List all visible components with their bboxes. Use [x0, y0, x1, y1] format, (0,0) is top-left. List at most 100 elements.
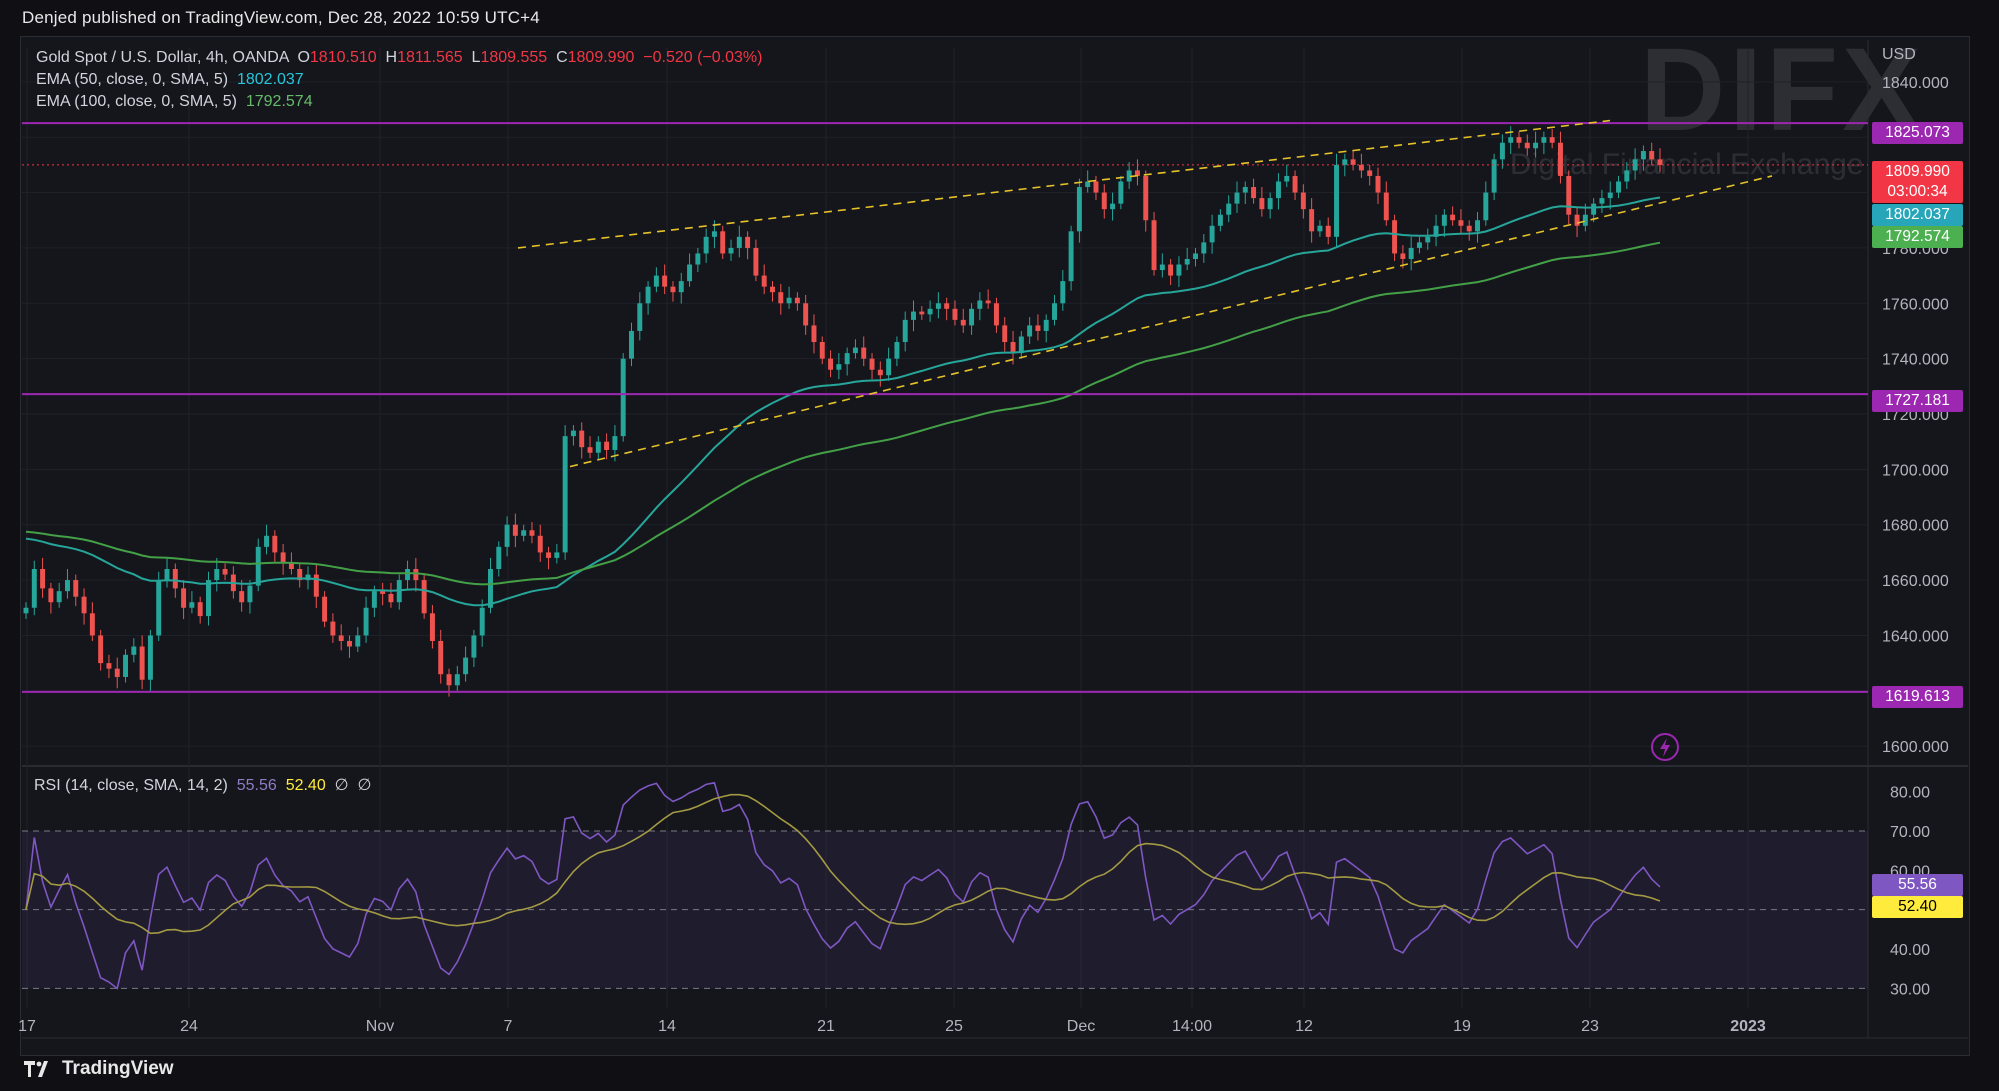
rsi-line	[25, 781, 1661, 990]
price-tick-label: 1680.000	[1882, 518, 1949, 535]
rsi-label: RSI (14, close, SMA, 14, 2)	[34, 777, 228, 794]
candle-body	[239, 591, 245, 603]
candle-body	[1201, 242, 1207, 254]
candle-body	[1566, 175, 1572, 215]
candle-body	[1118, 181, 1124, 204]
candle-body	[355, 635, 361, 647]
low-value: 1809.555	[480, 49, 548, 66]
candle-body	[993, 303, 999, 326]
ema100-row[interactable]: EMA (100, close, 0, SMA, 5) 1792.574	[36, 91, 762, 113]
candle-body	[413, 569, 419, 581]
candle-body	[595, 441, 601, 453]
candle-body	[1226, 203, 1232, 215]
candle-body	[1052, 303, 1057, 320]
time-tick-label: 19	[1453, 1018, 1471, 1035]
candle-body	[944, 303, 950, 309]
candle-body	[1242, 187, 1248, 193]
candle-body	[819, 342, 825, 359]
symbol-label[interactable]: Gold Spot / U.S. Dollar, 4h, OANDA	[36, 49, 289, 66]
rsi-extra-1: ∅	[334, 777, 349, 794]
candle-body	[48, 588, 54, 603]
rsi-value-tag: 55.56	[1872, 874, 1963, 896]
candle-body	[919, 311, 925, 315]
ema50-row[interactable]: EMA (50, close, 0, SMA, 5) 1802.037	[36, 69, 762, 91]
candle-body	[1541, 137, 1547, 143]
candle-body	[297, 569, 303, 581]
candle-body	[512, 524, 518, 536]
rsi-value: 55.56	[236, 777, 277, 794]
close-value: 1809.990	[567, 49, 635, 66]
candle-body	[1640, 151, 1646, 160]
ema100-value: 1792.574	[245, 93, 313, 110]
candle-body	[1110, 203, 1116, 210]
price-tick-label: 1760.000	[1882, 296, 1949, 313]
candle-body	[1043, 319, 1049, 331]
candle-body	[745, 236, 751, 248]
candle-body	[1060, 281, 1066, 304]
candle-body	[288, 563, 294, 570]
candle-body	[562, 436, 568, 553]
candle-body	[73, 580, 79, 597]
candle-body	[529, 530, 535, 536]
candle-body	[1027, 325, 1033, 337]
rsi-tick-label: 30.00	[1890, 981, 1930, 998]
rsi-tick-label: 80.00	[1890, 785, 1930, 802]
price-tick-label: 1700.000	[1882, 462, 1949, 479]
candle-body	[81, 596, 87, 614]
price-tick-label: 1740.000	[1882, 352, 1949, 369]
candle-body	[1018, 336, 1024, 354]
time-tick-label: 2023	[1730, 1018, 1766, 1035]
candle-body	[1168, 264, 1174, 276]
price-legend: Gold Spot / U.S. Dollar, 4h, OANDA O1810…	[36, 47, 762, 113]
candle-body	[1524, 142, 1530, 149]
candle-body	[753, 247, 759, 276]
candle-body	[637, 303, 643, 331]
candle-body	[1193, 253, 1198, 259]
candle-body	[172, 569, 178, 589]
candle-body	[844, 353, 850, 365]
candle-body	[1599, 198, 1605, 204]
candle-body	[64, 580, 70, 592]
rsi-tick-label: 40.00	[1890, 942, 1930, 959]
tradingview-brand: TradingView	[62, 1058, 174, 1079]
price-tick-label: 1840.000	[1882, 75, 1949, 92]
candle-body	[1076, 187, 1082, 232]
ema100-tag: 1792.574	[1872, 226, 1963, 248]
candle-body	[579, 430, 585, 448]
candle-body	[1085, 181, 1091, 188]
candle-body	[454, 674, 460, 686]
candle-body	[98, 635, 104, 664]
tradingview-logo-icon	[24, 1061, 48, 1077]
candle-body	[1126, 170, 1132, 182]
candle-body	[1101, 192, 1107, 210]
candle-body	[123, 654, 129, 677]
ema50-label: EMA (50, close, 0, SMA, 5)	[36, 71, 229, 88]
candle-body	[836, 364, 842, 370]
candle-body	[1334, 164, 1339, 237]
candle-body	[1317, 225, 1323, 232]
candle-body	[1358, 164, 1364, 171]
candle-body	[488, 569, 493, 608]
candle-body	[1093, 181, 1099, 193]
alert-icon-bolt	[1660, 738, 1670, 757]
candle-body	[1251, 187, 1257, 199]
candle-body	[1607, 192, 1613, 199]
candle-body	[264, 535, 270, 547]
rsi-legend[interactable]: RSI (14, close, SMA, 14, 2) 55.56 52.40 …	[34, 775, 371, 795]
candle-body	[1557, 142, 1563, 176]
candle-body	[1450, 214, 1456, 221]
candle-body	[1002, 325, 1008, 343]
candle-body	[1350, 159, 1356, 165]
hline-tag-1619: 1619.613	[1872, 686, 1963, 708]
time-tick-label: 17	[18, 1018, 36, 1035]
candle-body	[405, 569, 411, 581]
low-label: L	[471, 49, 481, 66]
ema50-line	[25, 196, 1661, 607]
candle-body	[280, 552, 286, 564]
candle-body	[40, 569, 46, 589]
candle-body	[894, 342, 900, 359]
tradingview-logo[interactable]: TradingView	[24, 1058, 174, 1080]
candle-body	[711, 231, 717, 237]
